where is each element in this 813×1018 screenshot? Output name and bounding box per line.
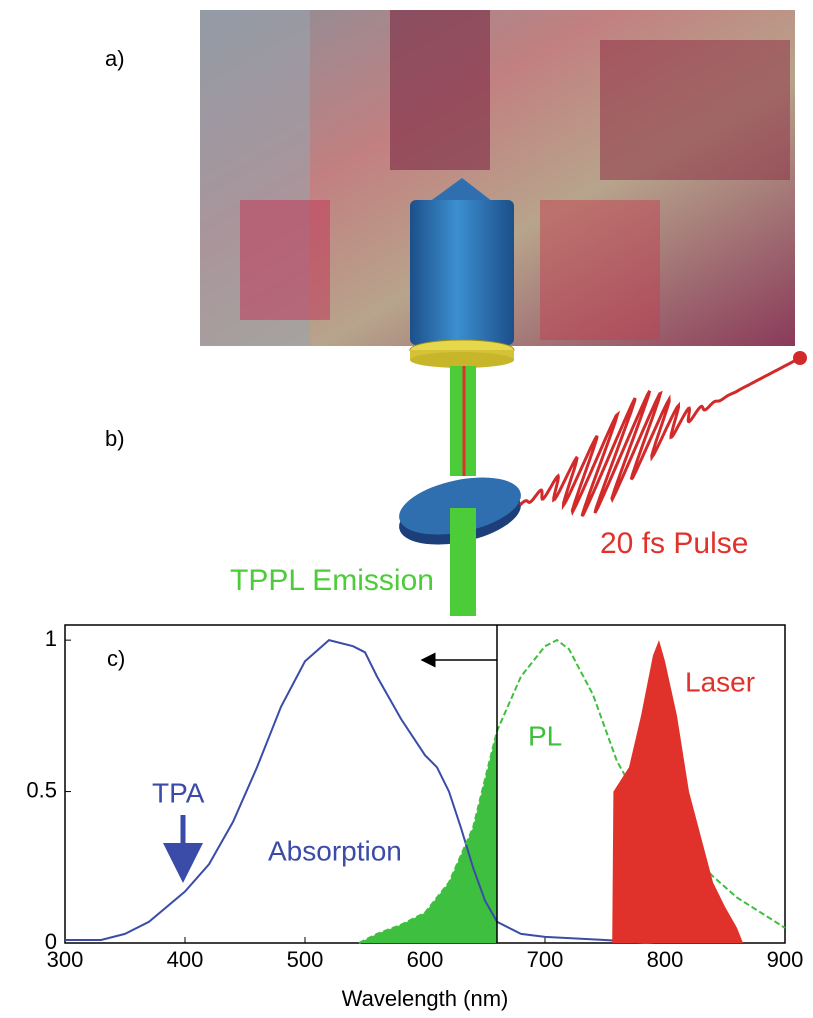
x-tick-label: 500 (287, 947, 324, 972)
annotation: TPA (152, 777, 205, 808)
figure: a) b) TPPL Emission 20 fs Pulse 30040050… (0, 0, 813, 1013)
panel-label: c) (107, 646, 125, 671)
x-tick-label: 800 (647, 947, 684, 972)
x-tick-label: 700 (527, 947, 564, 972)
panel-label: a) (105, 46, 125, 71)
objective (410, 178, 514, 368)
x-tick-label: 400 (167, 947, 204, 972)
series-label: PL (528, 720, 562, 751)
y-tick-label: 1 (45, 626, 57, 651)
emission-beam (450, 508, 476, 616)
x-tick-label: 600 (407, 947, 444, 972)
y-tick-label: 0 (45, 929, 57, 954)
x-tick-label: 900 (767, 947, 804, 972)
panel-label: b) (105, 426, 125, 451)
pulse (520, 358, 800, 516)
pulse-label: 20 fs Pulse (600, 527, 748, 560)
emission-label: TPPL Emission (230, 564, 434, 597)
pulse-end (793, 351, 807, 365)
y-tick-label: 0.5 (26, 777, 57, 802)
series-label: Laser (685, 666, 755, 697)
series-label: Absorption (268, 835, 402, 866)
x-axis-label: Wavelength (nm) (342, 986, 509, 1011)
